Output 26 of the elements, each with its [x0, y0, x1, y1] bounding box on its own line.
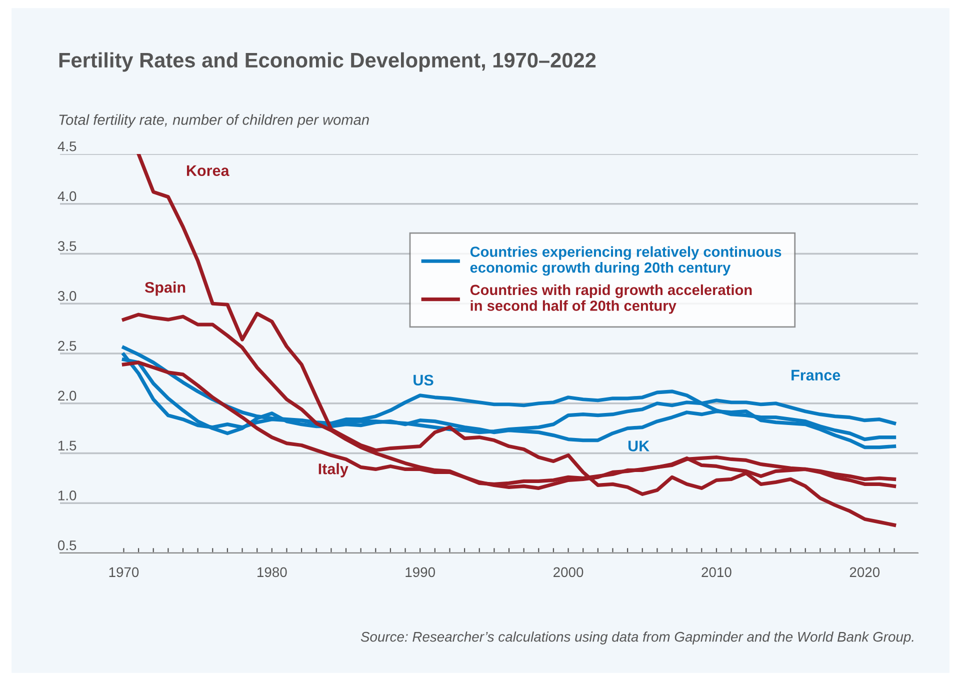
chart-title: Fertility Rates and Economic Development, 1970–2022 — [59, 52, 596, 72]
y-tick-label: 4.0 — [58, 191, 76, 202]
series-label: US — [414, 374, 434, 386]
source-note: Source: Researcher’s calculations using data from Gapminder and the World Bank Group. — [360, 632, 914, 644]
series-label: UK — [628, 440, 650, 452]
series-label: Spain — [144, 282, 186, 296]
x-tick-label: 2010 — [702, 567, 732, 578]
series-label: Italy — [318, 463, 348, 478]
y-tick-label: 1.5 — [58, 440, 76, 451]
y-tick-label: 0.5 — [58, 540, 76, 550]
y-tick-label: 1.0 — [58, 490, 76, 500]
x-tick-label: 1970 — [109, 567, 139, 578]
annotation: Countries experiencing relatively continuous economic growth during 20th century — [470, 246, 782, 276]
y-tick-label: 4.5 — [58, 142, 76, 152]
series-label: France — [792, 370, 840, 381]
y-tick-label: 3.5 — [58, 241, 76, 252]
x-tick-label: 1980 — [258, 567, 287, 578]
x-tick-label: 2000 — [554, 567, 584, 578]
y-tick-label: 2.0 — [58, 390, 76, 401]
x-tick-label: 2020 — [850, 567, 880, 578]
y-tick-label: 2.5 — [58, 340, 76, 351]
y-axis-title: Total fertility rate, number of children per woman — [59, 114, 369, 128]
annotation: Countries with rapid growth acceleration in second half of 20th century — [470, 284, 752, 314]
y-tick-label: 3.0 — [58, 291, 76, 301]
series-label: Korea — [186, 165, 230, 176]
x-tick-label: 1990 — [406, 567, 435, 578]
